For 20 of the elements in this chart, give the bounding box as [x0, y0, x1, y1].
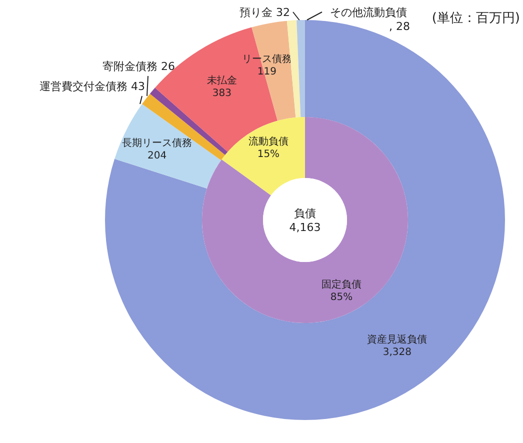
text: 負債: [294, 207, 316, 220]
slice-label: 未払金: [206, 74, 237, 86]
slice-label: リース債務: [242, 53, 292, 66]
data-label: 119: [257, 66, 276, 78]
data-label: 85%: [330, 292, 353, 304]
slice-label: 固定負債: [322, 278, 362, 291]
text: (単位：百万円): [432, 11, 520, 26]
slice-label: 預り金 32: [240, 6, 290, 19]
slice-label: 流動負債: [248, 135, 288, 148]
data-label: 383: [212, 88, 232, 99]
data-label: 3,328: [382, 346, 412, 358]
slice-label: 運営費交付金債務 43: [40, 80, 145, 93]
text: 4,163: [289, 220, 321, 234]
slice-label: 長期リース債務: [122, 136, 192, 149]
data-label: , 28: [389, 20, 410, 33]
slice-label: 資産見返負債: [367, 333, 428, 346]
slice-label: 寄附金債務 26: [102, 60, 175, 73]
slice-label: その他流動負債: [330, 6, 407, 19]
data-label: 204: [148, 150, 167, 162]
data-label: 15%: [257, 148, 280, 160]
